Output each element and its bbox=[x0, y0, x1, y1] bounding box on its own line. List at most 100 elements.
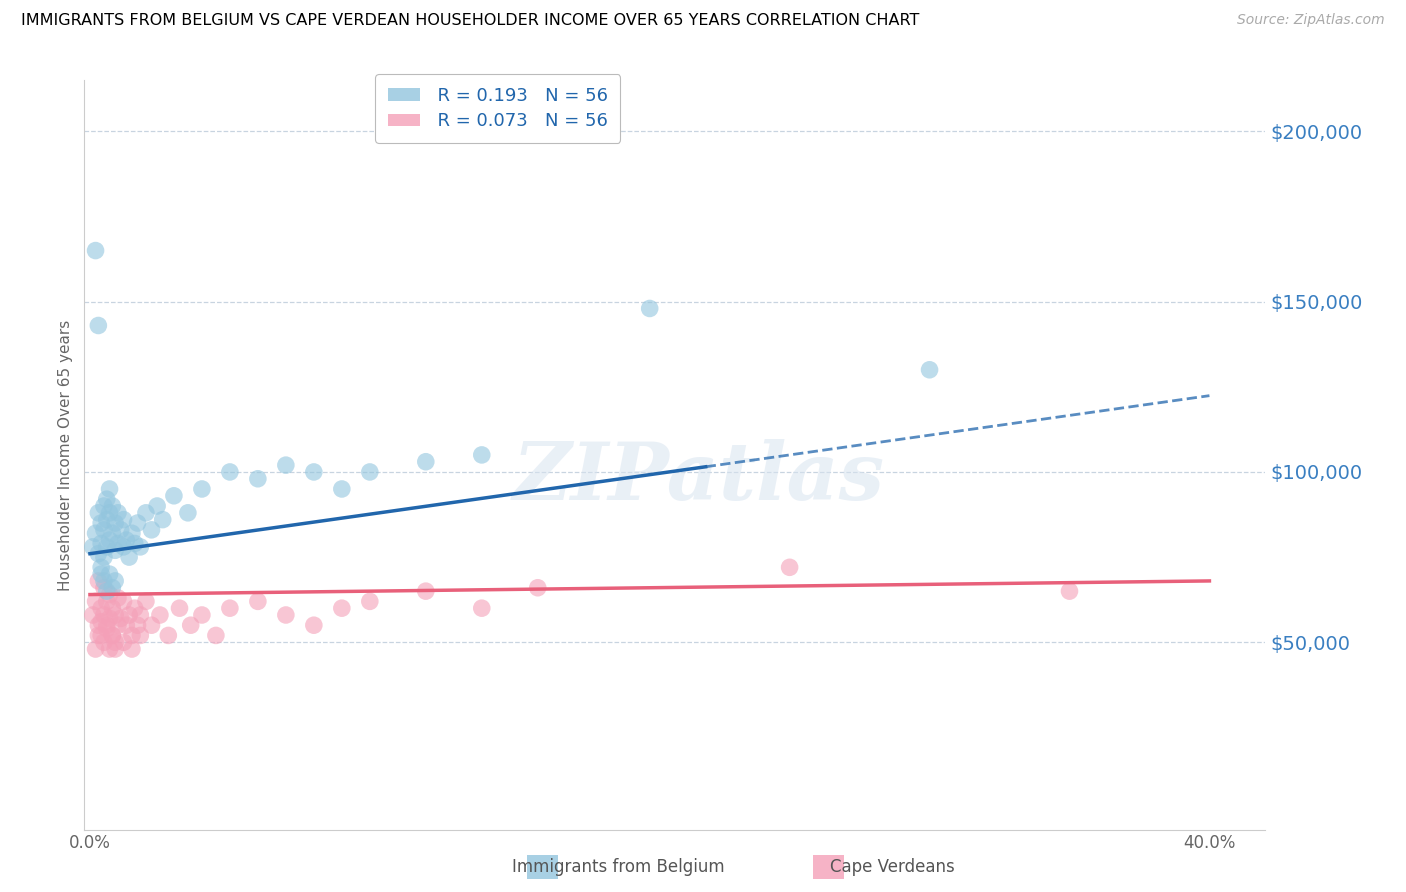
Point bbox=[124, 536, 146, 550]
Point bbox=[107, 536, 129, 550]
Point bbox=[87, 318, 110, 333]
Text: Immigrants from Belgium: Immigrants from Belgium bbox=[512, 858, 725, 876]
Point bbox=[98, 588, 121, 602]
Point bbox=[330, 482, 353, 496]
Point bbox=[101, 601, 124, 615]
Point bbox=[135, 594, 157, 608]
Legend:   R = 0.193   N = 56,   R = 0.073   N = 56: R = 0.193 N = 56, R = 0.073 N = 56 bbox=[375, 74, 620, 143]
Point bbox=[302, 618, 325, 632]
Point bbox=[124, 601, 146, 615]
Point bbox=[90, 560, 112, 574]
Point bbox=[115, 618, 138, 632]
Point bbox=[127, 516, 149, 530]
Point bbox=[302, 465, 325, 479]
Point bbox=[191, 607, 214, 622]
Point bbox=[112, 635, 135, 649]
Point bbox=[104, 607, 127, 622]
Point bbox=[274, 458, 297, 472]
Point bbox=[101, 628, 124, 642]
Point bbox=[146, 499, 169, 513]
Y-axis label: Householder Income Over 65 years: Householder Income Over 65 years bbox=[58, 319, 73, 591]
Point bbox=[93, 550, 115, 565]
Point bbox=[359, 465, 381, 479]
Point bbox=[205, 628, 228, 642]
Point bbox=[219, 465, 242, 479]
Point bbox=[98, 533, 121, 547]
Point bbox=[163, 489, 186, 503]
Point bbox=[96, 540, 118, 554]
Point bbox=[93, 635, 115, 649]
Point bbox=[93, 523, 115, 537]
Point bbox=[98, 482, 121, 496]
Text: Cape Verdeans: Cape Verdeans bbox=[831, 858, 955, 876]
Point bbox=[107, 591, 129, 605]
Point bbox=[129, 628, 152, 642]
Point bbox=[135, 506, 157, 520]
Point bbox=[107, 618, 129, 632]
Point bbox=[246, 594, 269, 608]
Point bbox=[84, 594, 107, 608]
Point bbox=[87, 547, 110, 561]
Point bbox=[87, 574, 110, 588]
Point bbox=[110, 611, 132, 625]
Point bbox=[90, 601, 112, 615]
Point bbox=[96, 622, 118, 636]
Point bbox=[101, 499, 124, 513]
Point bbox=[104, 642, 127, 657]
Point bbox=[107, 506, 129, 520]
Point bbox=[90, 615, 112, 629]
Point bbox=[104, 574, 127, 588]
Point bbox=[121, 526, 143, 541]
Point bbox=[90, 516, 112, 530]
Point bbox=[169, 601, 191, 615]
Point bbox=[918, 363, 941, 377]
Point bbox=[149, 607, 172, 622]
Point bbox=[526, 581, 548, 595]
Point bbox=[246, 472, 269, 486]
Point bbox=[1059, 584, 1081, 599]
Text: ZIPatlas: ZIPatlas bbox=[512, 439, 884, 516]
Point bbox=[471, 448, 494, 462]
Point bbox=[101, 526, 124, 541]
Text: IMMIGRANTS FROM BELGIUM VS CAPE VERDEAN HOUSEHOLDER INCOME OVER 65 YEARS CORRELA: IMMIGRANTS FROM BELGIUM VS CAPE VERDEAN … bbox=[21, 13, 920, 29]
Point bbox=[152, 513, 174, 527]
Point bbox=[129, 607, 152, 622]
Point bbox=[90, 536, 112, 550]
Point bbox=[118, 550, 141, 565]
Point bbox=[84, 526, 107, 541]
Point bbox=[121, 628, 143, 642]
Point bbox=[101, 581, 124, 595]
Point bbox=[90, 567, 112, 582]
Point bbox=[129, 540, 152, 554]
Point bbox=[96, 594, 118, 608]
Point bbox=[112, 540, 135, 554]
Point bbox=[98, 506, 121, 520]
Point bbox=[98, 642, 121, 657]
Point bbox=[87, 618, 110, 632]
Point bbox=[82, 540, 104, 554]
Point bbox=[415, 455, 437, 469]
Point bbox=[87, 506, 110, 520]
Point bbox=[90, 628, 112, 642]
Point bbox=[96, 513, 118, 527]
Point bbox=[191, 482, 214, 496]
Point bbox=[101, 628, 124, 642]
Point bbox=[93, 499, 115, 513]
Point bbox=[115, 533, 138, 547]
Point bbox=[127, 618, 149, 632]
Point bbox=[415, 584, 437, 599]
Point bbox=[157, 628, 180, 642]
Point bbox=[118, 607, 141, 622]
Point bbox=[638, 301, 661, 316]
Point bbox=[87, 628, 110, 642]
Point bbox=[96, 584, 118, 599]
Point bbox=[93, 574, 115, 588]
Point bbox=[141, 523, 163, 537]
Point bbox=[104, 516, 127, 530]
Point bbox=[219, 601, 242, 615]
Point bbox=[96, 492, 118, 507]
Point bbox=[84, 244, 107, 258]
Point bbox=[84, 642, 107, 657]
Point bbox=[471, 601, 494, 615]
Point bbox=[98, 611, 121, 625]
